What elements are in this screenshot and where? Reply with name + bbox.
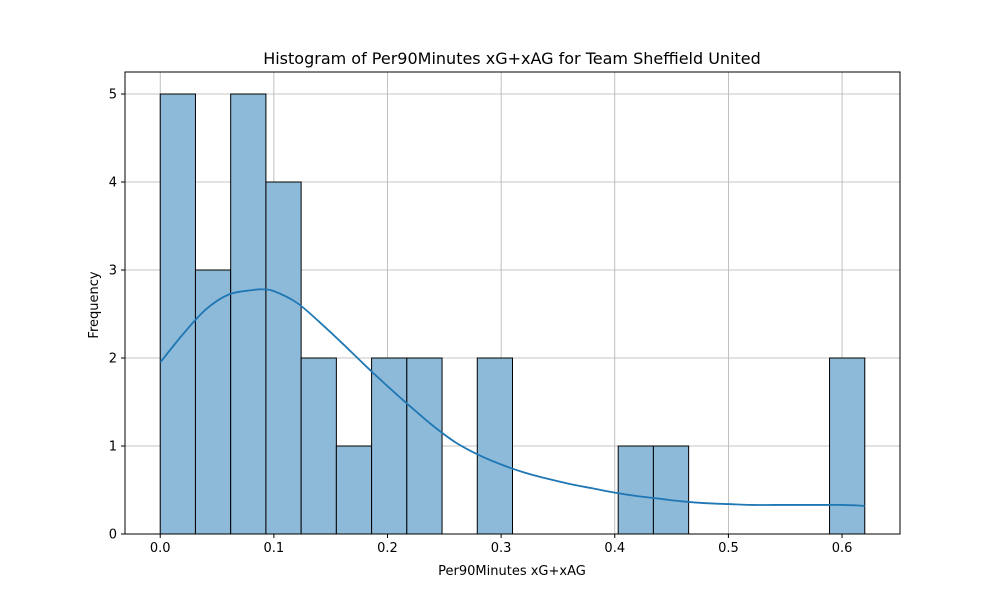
y-tick-label-1: 1 [109, 440, 117, 455]
kde-line [159, 288, 865, 507]
histogram-bar-9 [476, 357, 514, 535]
histogram-bar-1 [194, 269, 232, 535]
histogram-bar-13 [617, 445, 654, 535]
chart-title: Histogram of Per90Minutes xG+xAG for Tea… [263, 49, 761, 68]
x-axis-ticks: 0.0 0.1 0.2 0.3 0.4 0.5 0.6 [150, 534, 853, 556]
histogram-bar-0 [159, 93, 196, 535]
x-tick-label-6: 0.6 [832, 541, 853, 556]
x-tick-label-1: 0.1 [264, 541, 285, 556]
x-tick-label-4: 0.4 [604, 541, 625, 556]
y-axis-label: Frequency [87, 271, 102, 338]
y-tick-label-0: 0 [109, 528, 117, 543]
histogram-bar-19 [829, 357, 866, 535]
histogram-bar-7 [406, 357, 443, 535]
y-tick-label-4: 4 [109, 176, 117, 191]
y-tick-label-5: 5 [109, 88, 117, 103]
x-tick-label-3: 0.3 [491, 541, 512, 556]
histogram-bar-2 [230, 93, 267, 535]
histogram-bar-6 [371, 357, 408, 535]
y-tick-label-3: 3 [109, 264, 117, 279]
histogram-bar-3 [265, 181, 302, 535]
x-tick-label-2: 0.2 [377, 541, 398, 556]
plot-frame [124, 71, 901, 535]
x-tick-label-5: 0.5 [718, 541, 739, 556]
histogram-bar-5 [335, 445, 373, 535]
kde-curve [159, 288, 865, 507]
y-tick-label-2: 2 [109, 352, 117, 367]
x-axis-label: Per90Minutes xG+xAG [438, 564, 586, 579]
histogram-bar-14 [652, 445, 690, 535]
x-tick-label-0: 0.0 [150, 541, 171, 556]
histogram-bar-4 [300, 357, 337, 535]
y-axis-ticks: 0 1 2 3 4 5 [109, 88, 125, 543]
